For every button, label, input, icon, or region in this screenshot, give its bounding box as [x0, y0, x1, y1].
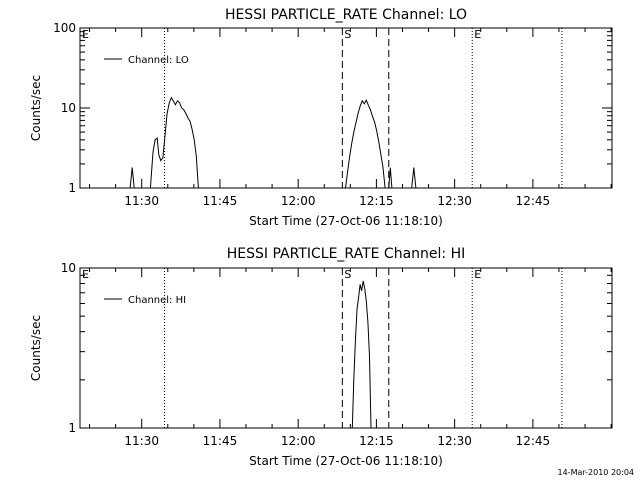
chart-title: HESSI PARTICLE_RATE Channel: LO: [225, 7, 467, 23]
y-tick-label: 1: [68, 181, 76, 195]
marker-label: S: [344, 268, 351, 281]
series-line: [411, 167, 417, 189]
chart-panel-1: HESSI PARTICLE_RATE Channel: HI 1 10 11:30 1…: [29, 246, 613, 468]
series-line: [149, 96, 199, 189]
x-tick-label: 11:30: [124, 434, 159, 448]
series-line: [351, 280, 372, 429]
y-tick-label: 10: [61, 261, 76, 275]
plot-frame: [79, 267, 613, 429]
marker-label: S: [344, 28, 351, 41]
y-axis-label: Counts/sec: [29, 315, 43, 381]
chart-title: HESSI PARTICLE_RATE Channel: HI: [227, 246, 465, 262]
y-tick-label: 10: [61, 101, 76, 115]
series-line: [345, 99, 386, 189]
marker-label: E: [474, 268, 481, 281]
y-tick-label: 1: [68, 421, 76, 435]
x-tick-label: 11:30: [124, 194, 159, 208]
x-tick-label: 11:45: [203, 194, 238, 208]
chart-panel-0: HESSI PARTICLE_RATE Channel: LO 1 10 100 11:…: [29, 7, 613, 228]
legend-label: Channel: LO: [128, 55, 189, 66]
plot-frame: [79, 27, 613, 189]
marker-label: E: [474, 28, 481, 41]
footer-timestamp: 14-Mar-2010 20:04: [557, 468, 635, 477]
x-tick-label: 12:15: [359, 434, 394, 448]
x-tick-label: 12:45: [516, 194, 551, 208]
y-axis-label: Counts/sec: [29, 75, 43, 141]
x-axis-label: Start Time (27-Oct-06 11:18:10): [249, 214, 443, 228]
x-axis-label: Start Time (27-Oct-06 11:18:10): [249, 454, 443, 468]
x-tick-label: 12:00: [281, 434, 316, 448]
legend-label: Channel: HI: [128, 295, 186, 306]
x-tick-label: 11:45: [203, 434, 238, 448]
y-tick-label: 100: [53, 21, 76, 35]
x-tick-label: 12:15: [359, 194, 394, 208]
x-tick-label: 12:30: [437, 194, 472, 208]
series-line: [388, 167, 393, 189]
x-tick-label: 12:30: [437, 434, 472, 448]
marker-label: E: [82, 268, 89, 281]
x-tick-label: 12:00: [281, 194, 316, 208]
marker-label: E: [82, 28, 89, 41]
series-line: [129, 167, 135, 189]
x-tick-label: 12:45: [516, 434, 551, 448]
